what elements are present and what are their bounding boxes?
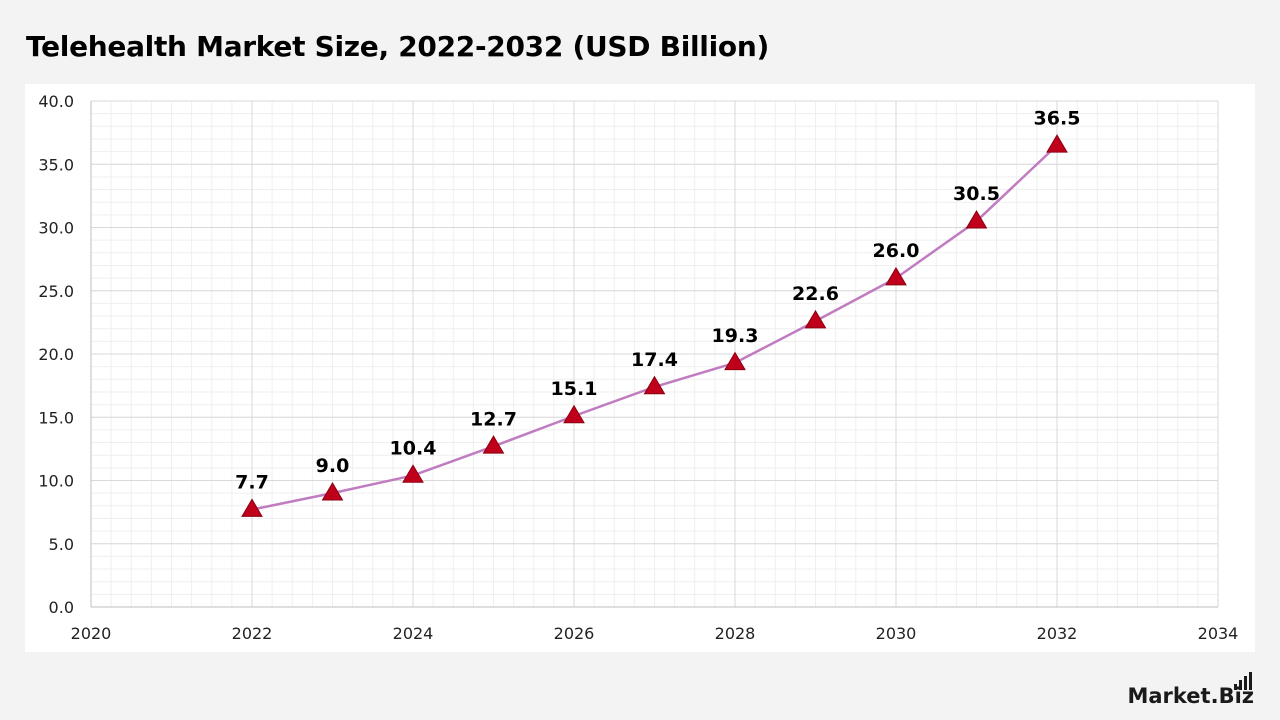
brand-logo: Market.Biz	[1127, 672, 1256, 708]
data-labels: 7.7 9.0 10.4 12.7 15.1 17.4 19.3 22.6 26.0 30.5 36…	[235, 107, 1080, 493]
triangle-marker	[885, 266, 907, 286]
y-tick-label: 35.0	[38, 155, 74, 174]
axes: 2020 2022 2024 2026 2028 2030 2032 2034 0.0 5.0 10…	[38, 92, 1238, 643]
signal-bars-icon	[1234, 672, 1254, 690]
data-label: 9.0	[316, 455, 350, 477]
y-tick-label: 0.0	[49, 598, 74, 617]
triangle-marker	[804, 309, 827, 329]
triangle-marker	[241, 498, 263, 517]
data-label: 30.5	[953, 183, 1000, 205]
data-label: 15.1	[551, 378, 598, 400]
x-tick-label: 2032	[1037, 624, 1078, 643]
data-label: 10.4	[390, 437, 437, 459]
grid	[90, 100, 1219, 608]
data-label: 22.6	[792, 283, 839, 305]
x-tick-label: 2030	[876, 624, 917, 643]
x-tick-label: 2034	[1198, 624, 1239, 643]
triangle-marker	[965, 209, 988, 229]
data-label: 12.7	[470, 408, 517, 430]
y-tick-label: 5.0	[49, 535, 74, 554]
x-tick-label: 2028	[715, 624, 756, 643]
triangle-marker	[643, 375, 666, 395]
x-tick-label: 2020	[71, 624, 112, 643]
data-label: 17.4	[631, 349, 678, 371]
data-label: 19.3	[712, 325, 759, 347]
data-label: 26.0	[873, 240, 920, 262]
line-chart: 2020 2022 2024 2026 2028 2030 2032 2034 0.0 5.0 10…	[38, 92, 1238, 643]
triangle-marker	[563, 404, 585, 424]
triangle-marker	[1046, 134, 1068, 153]
brand-name: Market.Biz	[1127, 684, 1254, 708]
y-tick-label: 25.0	[38, 282, 74, 301]
triangle-marker	[402, 464, 424, 483]
triangle-marker	[724, 351, 746, 371]
x-tick-label: 2022	[232, 624, 273, 643]
y-tick-label: 20.0	[38, 345, 74, 364]
chart-title: Telehealth Market Size, 2022-2032 (USD B…	[26, 30, 769, 63]
data-label: 7.7	[235, 472, 269, 494]
y-tick-label: 15.0	[38, 408, 74, 427]
data-label: 36.5	[1034, 107, 1081, 129]
chart-area: 2020 2022 2024 2026 2028 2030 2032 2034 0.0 5.0 10…	[25, 84, 1255, 652]
x-tick-label: 2024	[393, 624, 434, 643]
y-tick-label: 40.0	[38, 92, 74, 111]
x-tick-label: 2026	[554, 624, 595, 643]
triangle-marker	[482, 435, 505, 454]
y-tick-label: 10.0	[38, 472, 74, 491]
y-tick-label: 30.0	[38, 219, 74, 238]
triangle-marker	[321, 481, 344, 501]
series	[241, 134, 1068, 517]
